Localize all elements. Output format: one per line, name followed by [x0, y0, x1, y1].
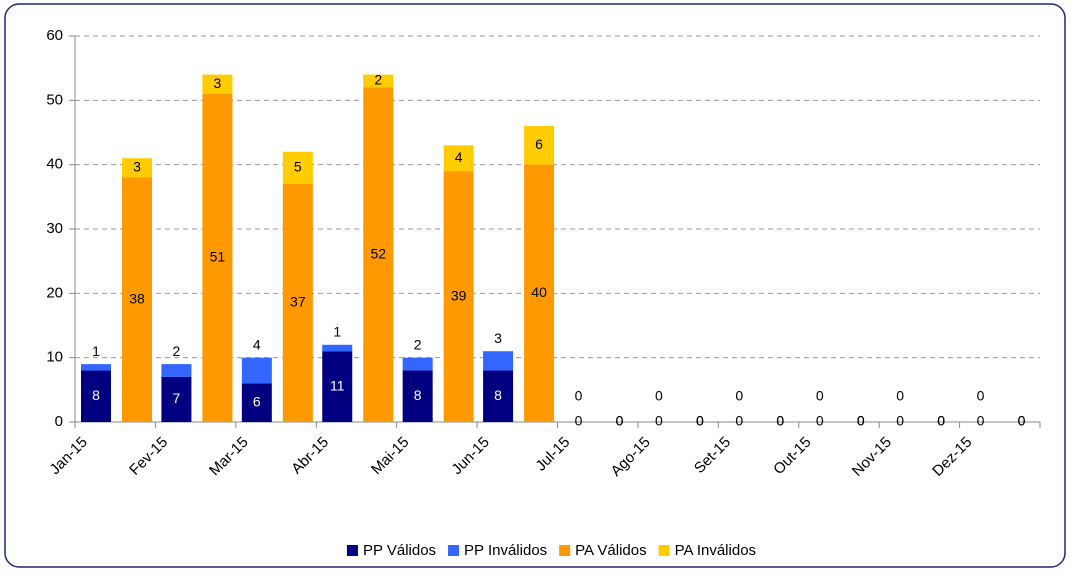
data-label: 38 — [129, 290, 145, 306]
data-label: 3 — [214, 75, 222, 91]
data-label: 0 — [735, 388, 743, 404]
data-label: 2 — [414, 336, 422, 352]
data-label: 4 — [253, 336, 261, 352]
bar-segment — [81, 370, 111, 422]
data-label: 0 — [616, 413, 624, 429]
data-label: 0 — [857, 413, 865, 429]
data-label: 52 — [370, 245, 386, 261]
y-tick-label: 0 — [55, 413, 63, 430]
y-tick-label: 30 — [46, 220, 63, 237]
y-tick-label: 40 — [46, 156, 63, 173]
bar-segment — [524, 126, 555, 165]
bar-segment — [322, 351, 353, 422]
legend-label: PP Inválidos — [464, 542, 547, 559]
data-label: 40 — [531, 284, 547, 300]
data-label: 0 — [735, 413, 743, 429]
data-label: 0 — [816, 413, 824, 429]
data-label: 0 — [575, 413, 583, 429]
data-label: 0 — [696, 413, 704, 429]
bar-segment — [483, 370, 514, 422]
bar-segment — [81, 364, 111, 371]
y-tick-label: 60 — [46, 27, 63, 44]
data-label: 0 — [776, 413, 784, 429]
y-tick-label: 10 — [46, 349, 63, 366]
bar-segment — [443, 171, 474, 422]
data-label: 11 — [330, 377, 345, 393]
legend-swatch — [448, 545, 460, 556]
data-label: 1 — [92, 343, 100, 359]
data-label: 8 — [414, 387, 422, 403]
bar-segment — [443, 145, 474, 172]
y-tick-label: 20 — [46, 284, 63, 301]
legend-swatch — [658, 545, 670, 556]
data-label: 1 — [333, 324, 341, 340]
legend-label: PA Inválidos — [675, 542, 756, 559]
bar-segment — [202, 93, 233, 423]
data-label: 0 — [977, 388, 985, 404]
bar-segment — [483, 351, 514, 371]
bar-segment — [363, 87, 394, 422]
bar-segment — [122, 177, 152, 422]
data-label: 0 — [937, 413, 945, 429]
bar-segment — [161, 376, 192, 422]
data-label: 7 — [173, 390, 181, 406]
data-label: 6 — [253, 393, 261, 409]
data-label: 0 — [977, 413, 985, 429]
data-label: 6 — [535, 136, 543, 152]
data-label: 51 — [210, 249, 226, 265]
data-label: 0 — [575, 388, 583, 404]
data-label: 8 — [494, 387, 502, 403]
data-label: 0 — [857, 413, 865, 429]
data-label: 0 — [1018, 413, 1026, 429]
data-label: 0 — [616, 413, 624, 429]
data-label: 37 — [290, 294, 306, 310]
legend-swatch — [346, 545, 358, 556]
data-label: 0 — [937, 413, 945, 429]
bar-segment — [282, 151, 313, 184]
data-label: 2 — [374, 72, 382, 88]
bar-segment — [202, 74, 233, 94]
data-label: 3 — [494, 330, 502, 346]
data-label: 0 — [896, 413, 904, 429]
bar-segment — [241, 383, 272, 422]
data-label: 0 — [896, 388, 904, 404]
bar-segment — [282, 183, 313, 422]
legend-label: PP Válidos — [363, 542, 436, 559]
legend-swatch — [559, 545, 571, 556]
data-label: 0 — [696, 413, 704, 429]
data-label: 4 — [455, 149, 463, 165]
data-label: 0 — [776, 413, 784, 429]
bar-segment — [322, 344, 353, 352]
legend-label: PA Válidos — [575, 542, 646, 559]
data-label: 0 — [655, 388, 663, 404]
bar-segment — [402, 370, 433, 422]
bar-segment — [122, 158, 152, 178]
y-tick-label: 50 — [46, 91, 63, 108]
data-label: 8 — [92, 387, 100, 403]
data-label: 0 — [1018, 413, 1026, 429]
bar-segment — [161, 364, 192, 377]
data-label: 3 — [133, 159, 141, 175]
bar-segment — [363, 74, 394, 88]
data-label: 5 — [294, 159, 302, 175]
bar-segment — [524, 164, 555, 422]
bar-segment — [241, 357, 272, 384]
data-label: 0 — [816, 388, 824, 404]
data-label: 2 — [173, 343, 181, 359]
data-label: 39 — [451, 287, 467, 303]
data-label: 0 — [655, 413, 663, 429]
bar-segment — [402, 357, 433, 371]
